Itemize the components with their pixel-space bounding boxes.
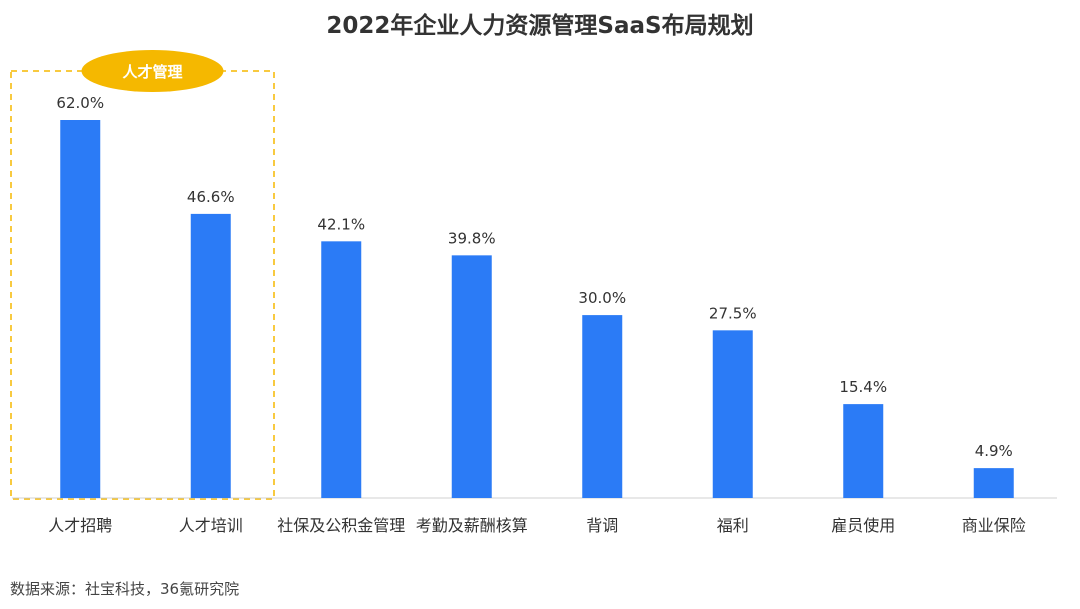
data-label-6: 27.5% xyxy=(709,304,757,322)
chart-title: 2022年企业人力资源管理SaaS布局规划 xyxy=(326,13,754,39)
data-label-3: 42.1% xyxy=(317,215,365,233)
highlight-group-label: 人才管理 xyxy=(122,63,182,81)
bar-2 xyxy=(190,213,231,498)
data-label-5: 30.0% xyxy=(578,289,626,307)
bar-3 xyxy=(321,241,362,498)
x-tick-label-8: 商业保险 xyxy=(962,516,1026,535)
highlight-group-box xyxy=(10,70,275,500)
data-label-8: 4.9% xyxy=(975,442,1013,460)
x-tick-label-2: 人才培训 xyxy=(179,516,243,535)
data-label-4: 39.8% xyxy=(448,229,496,247)
x-tick-label-6: 福利 xyxy=(717,516,749,535)
x-tick-label-3: 社保及公积金管理 xyxy=(277,516,405,535)
bar-6 xyxy=(712,330,753,498)
bar-7 xyxy=(843,404,884,498)
data-label-2: 46.6% xyxy=(187,188,235,206)
bar-5 xyxy=(582,315,623,498)
highlight-group-badge xyxy=(81,50,224,92)
x-tick-label-4: 考勤及薪酬核算 xyxy=(416,516,528,535)
source-note: 数据来源：社宝科技，36氪研究院 xyxy=(10,580,240,598)
x-tick-label-1: 人才招聘 xyxy=(48,516,112,535)
x-tick-label-7: 雇员使用 xyxy=(831,516,895,535)
x-tick-label-5: 背调 xyxy=(586,516,618,535)
bar-8 xyxy=(973,468,1014,498)
bar-4 xyxy=(451,255,492,498)
bar-1 xyxy=(60,120,101,498)
data-label-1: 62.0% xyxy=(56,94,104,112)
data-label-7: 15.4% xyxy=(839,378,887,396)
